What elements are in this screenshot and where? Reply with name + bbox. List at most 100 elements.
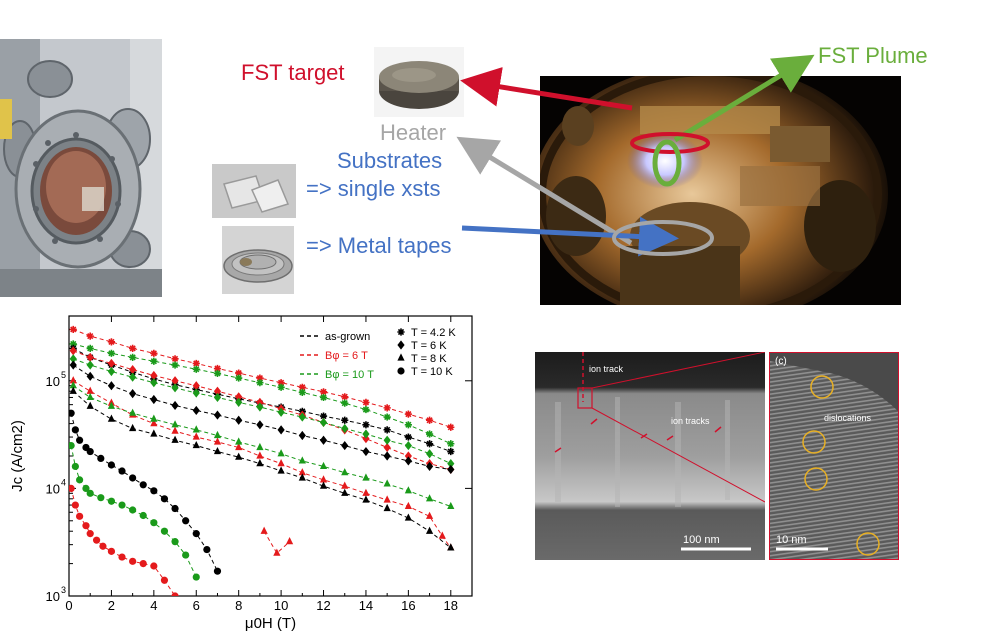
legend-marker bbox=[397, 367, 405, 375]
data-point bbox=[383, 503, 391, 512]
data-point bbox=[213, 446, 222, 455]
data-point bbox=[69, 381, 77, 389]
data-point bbox=[86, 352, 94, 362]
x-axis-label: μ0H (T) bbox=[245, 615, 296, 632]
data-point bbox=[235, 369, 243, 377]
data-point bbox=[319, 388, 328, 396]
data-point bbox=[447, 543, 455, 551]
data-point bbox=[235, 374, 243, 382]
data-point bbox=[71, 462, 79, 471]
substrate-arrow bbox=[461, 216, 679, 257]
data-point bbox=[118, 553, 126, 561]
dislocations-label: dislocations bbox=[824, 413, 872, 423]
y-tick-label: 10 bbox=[46, 589, 60, 604]
data-point bbox=[107, 401, 116, 409]
data-point bbox=[319, 475, 328, 483]
data-point bbox=[192, 425, 200, 433]
data-point bbox=[425, 440, 434, 448]
x-tick-label: 0 bbox=[65, 598, 72, 613]
data-point bbox=[383, 404, 391, 412]
data-point bbox=[277, 425, 285, 435]
data-point bbox=[298, 412, 306, 422]
heater-label: Heater bbox=[380, 120, 447, 145]
data-point bbox=[447, 447, 455, 456]
data-point bbox=[438, 531, 446, 539]
data-point bbox=[256, 374, 264, 382]
legend-label: as-grown bbox=[325, 331, 370, 343]
panel-c-label: (c) bbox=[775, 356, 787, 367]
plume-ring bbox=[652, 139, 682, 187]
data-point bbox=[425, 430, 434, 438]
data-point bbox=[404, 456, 412, 466]
data-point bbox=[273, 548, 281, 556]
ion-track-label: ion track bbox=[589, 364, 624, 374]
data-point bbox=[160, 495, 169, 503]
data-point bbox=[362, 495, 370, 503]
data-point bbox=[425, 416, 434, 424]
data-point bbox=[362, 421, 370, 429]
data-point bbox=[298, 456, 306, 464]
data-point bbox=[319, 461, 328, 470]
data-point bbox=[118, 467, 126, 475]
data-point bbox=[383, 479, 391, 487]
legend-marker bbox=[397, 328, 405, 336]
data-point bbox=[69, 376, 77, 384]
data-point bbox=[235, 452, 243, 460]
substrate-ring bbox=[612, 220, 714, 256]
data-point bbox=[404, 421, 412, 429]
single-xsts-label: => single xsts bbox=[306, 176, 441, 201]
data-point bbox=[256, 402, 264, 412]
data-point bbox=[97, 494, 105, 502]
data-point bbox=[319, 412, 328, 420]
data-point bbox=[203, 545, 211, 554]
data-point bbox=[82, 522, 90, 530]
legend-label: Bφ = 6 T bbox=[325, 350, 368, 362]
data-point bbox=[69, 325, 77, 334]
data-point bbox=[107, 547, 116, 555]
data-point bbox=[129, 474, 137, 482]
fst-plume-label: FST Plume bbox=[818, 43, 928, 68]
data-point bbox=[107, 349, 116, 357]
data-point bbox=[118, 501, 126, 509]
data-point bbox=[425, 494, 434, 502]
data-point bbox=[139, 481, 147, 489]
x-tick-label: 8 bbox=[235, 598, 242, 613]
data-point bbox=[86, 332, 94, 340]
data-point bbox=[213, 364, 222, 373]
hrtem-image: (c) dislocations 10 nm bbox=[769, 352, 899, 560]
data-point bbox=[86, 344, 94, 352]
fst-target-label: FST target bbox=[241, 60, 345, 85]
data-point bbox=[341, 393, 349, 401]
data-point bbox=[171, 504, 179, 513]
legend-label: T = 10 K bbox=[411, 366, 453, 378]
x-tick-label: 10 bbox=[274, 598, 288, 613]
plume-arrow bbox=[673, 54, 815, 143]
data-point bbox=[341, 423, 349, 434]
data-point bbox=[277, 449, 285, 457]
y-tick-exponent: 5 bbox=[61, 370, 66, 380]
legend-marker bbox=[397, 340, 405, 350]
data-point bbox=[404, 501, 412, 510]
data-point bbox=[341, 468, 349, 476]
data-point bbox=[99, 542, 107, 550]
y-tick-exponent: 4 bbox=[61, 477, 66, 487]
data-point bbox=[192, 359, 200, 368]
y-tick-label: 10 bbox=[46, 374, 60, 389]
data-point bbox=[383, 451, 391, 461]
data-point bbox=[404, 410, 412, 418]
data-point bbox=[383, 495, 391, 503]
substrates-label: Substrates bbox=[337, 148, 443, 173]
legend-marker bbox=[397, 353, 405, 361]
data-point bbox=[171, 426, 179, 434]
data-point bbox=[129, 353, 137, 361]
data-point bbox=[298, 468, 306, 476]
data-point bbox=[425, 511, 434, 519]
data-point bbox=[256, 420, 264, 430]
pld-chamber-photo bbox=[0, 39, 162, 297]
data-point bbox=[425, 461, 434, 472]
data-point bbox=[171, 538, 179, 546]
x-tick-label: 14 bbox=[359, 598, 373, 613]
data-point bbox=[341, 440, 349, 451]
data-point bbox=[150, 419, 158, 427]
